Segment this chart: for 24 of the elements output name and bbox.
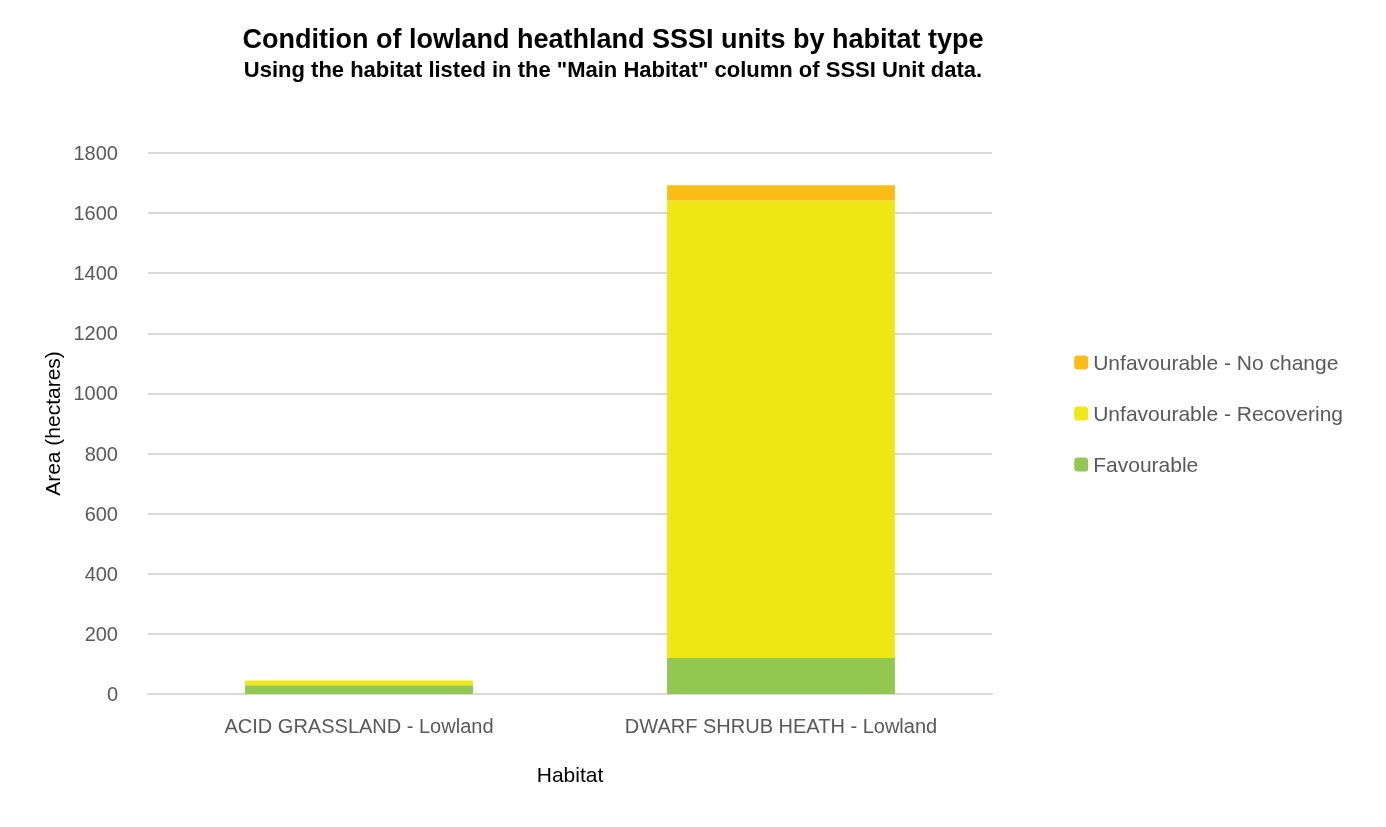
y-tick-label: 600: [84, 502, 118, 525]
chart-title: Condition of lowland heathland SSSI units by habitat type: [242, 23, 984, 54]
x-tick-label: ACID GRASSLAND - Lowland: [224, 715, 494, 737]
y-tick-label: 400: [84, 562, 118, 585]
y-tick-label: 1800: [73, 142, 118, 164]
x-axis-title: Habitat: [536, 763, 604, 786]
bar: [667, 200, 895, 658]
y-tick-label: 1600: [73, 202, 118, 225]
bar: [667, 657, 895, 694]
bar: [245, 685, 473, 694]
y-tick-label: 1400: [73, 262, 118, 285]
legend-label: Favourable: [1093, 453, 1199, 476]
bar: [667, 185, 895, 201]
y-tick-label: 1200: [73, 322, 118, 345]
bar: [245, 680, 473, 686]
legend-label: Unfavourable - No change: [1093, 351, 1339, 374]
legend-label: Unfavourable - Recovering: [1093, 402, 1343, 425]
y-axis-title: Area (hectares): [40, 351, 64, 496]
y-tick-label: 800: [84, 442, 118, 465]
chart-subtitle: Using the habitat listed in the "Main Habitat" column of SSSI Unit data.: [243, 56, 983, 82]
y-tick-label: 200: [84, 622, 118, 645]
y-tick-label: 1000: [73, 382, 118, 405]
y-tick-label: 0: [106, 683, 118, 705]
x-tick-label: DWARF SHRUB HEATH - Lowland: [624, 715, 938, 737]
